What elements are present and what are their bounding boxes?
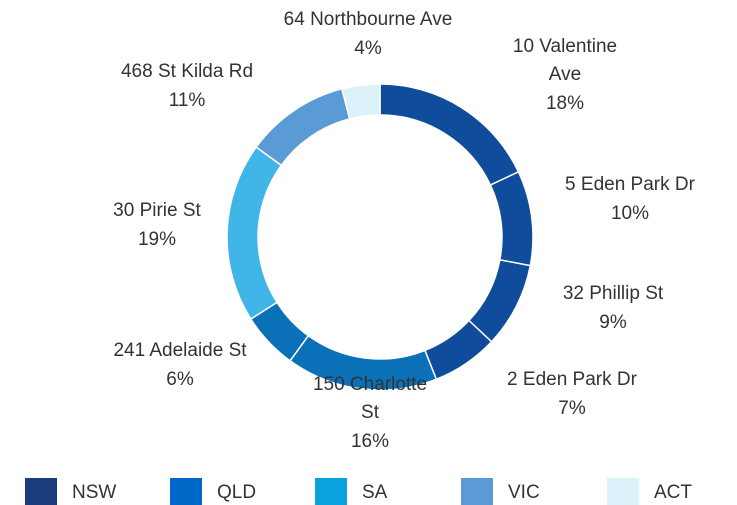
segment-label: 5 Eden Park Dr	[565, 174, 696, 195]
legend-label: NSW	[72, 482, 116, 503]
value-label: 16%	[351, 431, 389, 452]
segment-label: 32 Phillip St	[563, 283, 664, 304]
legend-label: VIC	[508, 482, 540, 503]
legend-label: ACT	[654, 482, 692, 503]
legend-swatch	[170, 478, 202, 505]
legend-swatch	[25, 478, 57, 505]
legend-label: SA	[362, 482, 388, 503]
segment-label: 150 Charlotte St	[313, 374, 427, 423]
donut-segment	[379, 83, 520, 187]
segment-label: 2 Eden Park Dr	[507, 369, 638, 390]
donut-segment	[226, 146, 283, 321]
donut-segment	[489, 170, 534, 267]
value-label: 11%	[169, 90, 206, 111]
legend-swatch	[461, 478, 493, 505]
segment-label: 468 St Kilda Rd	[121, 61, 253, 82]
donut-segment	[341, 83, 381, 120]
value-label: 7%	[558, 398, 586, 419]
legend-swatch	[607, 478, 639, 505]
value-label: 10%	[611, 203, 649, 224]
segment-label: 30 Pirie St	[113, 200, 201, 221]
legend-swatch	[315, 478, 347, 505]
value-label: 9%	[599, 312, 627, 333]
segment-label: 10 Valentine Ave	[513, 36, 617, 85]
segment-label: 241 Adelaide St	[113, 340, 247, 361]
value-label: 18%	[546, 93, 584, 114]
donut-segment	[255, 87, 351, 167]
segment-label: 64 Northbourne Ave	[284, 9, 453, 30]
value-label: 4%	[354, 38, 382, 59]
value-label: 6%	[166, 369, 194, 390]
value-label: 19%	[138, 229, 176, 250]
legend-label: QLD	[217, 482, 256, 503]
